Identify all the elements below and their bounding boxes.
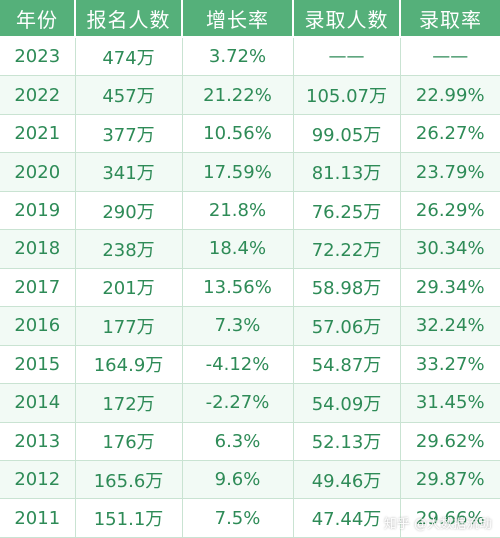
admission-rate-cell: 30.34% [400, 229, 500, 269]
admitted-cell: 54.09万 [293, 383, 401, 423]
year-cell: 2021 [0, 114, 76, 154]
growth-rate-cell: 18.4% [182, 229, 294, 269]
year-cell: 2014 [0, 383, 76, 423]
admission-rate-cell: 23.79% [400, 152, 500, 192]
table-row: 2022 457万 21.22% 105.07万 22.99% [0, 75, 500, 115]
applicants-cell: 474万 [75, 37, 183, 77]
growth-rate-cell: 3.72% [182, 37, 294, 77]
applicants-cell: 176万 [75, 422, 183, 461]
header-growth-rate: 增长率 [182, 0, 294, 38]
growth-rate-cell: -2.27% [182, 383, 294, 423]
table-row: 2016 177万 7.3% 57.06万 32.24% [0, 306, 500, 346]
growth-rate-cell: -4.12% [182, 345, 294, 385]
admitted-cell: 52.13万 [293, 422, 401, 461]
growth-rate-cell: 7.5% [182, 498, 294, 538]
admission-rate-cell: 29.62% [400, 422, 500, 461]
year-cell: 2020 [0, 152, 76, 192]
growth-rate-cell: 9.6% [182, 460, 294, 500]
admission-rate-cell: 26.29% [400, 191, 500, 231]
header-applicants: 报名人数 [75, 0, 183, 38]
table-row: 2014 172万 -2.27% 54.09万 31.45% [0, 383, 500, 423]
year-cell: 2018 [0, 229, 76, 269]
year-cell: 2022 [0, 75, 76, 115]
admitted-cell: 58.98万 [293, 268, 401, 308]
admitted-cell: 81.13万 [293, 152, 401, 192]
table-row: 2017 201万 13.56% 58.98万 29.34% [0, 268, 500, 308]
growth-rate-cell: 21.8% [182, 191, 294, 231]
admission-rate-cell: 29.34% [400, 268, 500, 308]
header-admission-rate: 录取率 [400, 0, 500, 38]
applicants-cell: 290万 [75, 191, 183, 231]
growth-rate-cell: 10.56% [182, 114, 294, 154]
admission-rate-cell: 33.27% [400, 345, 500, 385]
admission-rate-cell: —— [400, 37, 500, 77]
admitted-cell: 76.25万 [293, 191, 401, 231]
table-row: 2015 164.9万 -4.12% 54.87万 33.27% [0, 345, 500, 385]
table-row: 2019 290万 21.8% 76.25万 26.29% [0, 191, 500, 231]
table-row: 2011 151.1万 7.5% 47.44万 29.66% [0, 498, 500, 538]
growth-rate-cell: 6.3% [182, 422, 294, 461]
year-cell: 2019 [0, 191, 76, 231]
growth-rate-cell: 17.59% [182, 152, 294, 192]
admission-rate-cell: 26.27% [400, 114, 500, 154]
admitted-cell: 49.46万 [293, 460, 401, 500]
table-header: 年份 报名人数 增长率 录取人数 录取率 [0, 0, 500, 38]
admission-rate-cell: 29.66% [400, 498, 500, 538]
table-body: 2023 474万 3.72% —— —— 2022 457万 21.22% 105.07万 22… [0, 37, 500, 538]
applicants-cell: 341万 [75, 152, 183, 192]
year-cell: 2015 [0, 345, 76, 385]
applicants-cell: 151.1万 [75, 498, 183, 538]
growth-rate-cell: 13.56% [182, 268, 294, 308]
year-cell: 2023 [0, 37, 76, 77]
admission-rate-cell: 22.99% [400, 75, 500, 115]
applicants-cell: 377万 [75, 114, 183, 154]
table-row: 2021 377万 10.56% 99.05万 26.27% [0, 114, 500, 154]
applicants-cell: 164.9万 [75, 345, 183, 385]
applicants-cell: 238万 [75, 229, 183, 269]
table-row: 2013 176万 6.3% 52.13万 29.62% [0, 422, 500, 461]
applicants-cell: 457万 [75, 75, 183, 115]
applicants-cell: 177万 [75, 306, 183, 346]
table-row: 2018 238万 18.4% 72.22万 30.34% [0, 229, 500, 269]
admitted-cell: 105.07万 [293, 75, 401, 115]
applicants-cell: 201万 [75, 268, 183, 308]
admitted-cell: —— [293, 37, 401, 77]
year-cell: 2011 [0, 498, 76, 538]
admitted-cell: 54.87万 [293, 345, 401, 385]
table-row: 2020 341万 17.59% 81.13万 23.79% [0, 152, 500, 192]
admission-rate-cell: 32.24% [400, 306, 500, 346]
header-admitted: 录取人数 [293, 0, 401, 38]
applicants-cell: 172万 [75, 383, 183, 423]
header-year: 年份 [0, 0, 76, 38]
admission-rate-cell: 31.45% [400, 383, 500, 423]
header-row: 年份 报名人数 增长率 录取人数 录取率 [0, 0, 500, 38]
year-cell: 2013 [0, 422, 76, 461]
admission-rate-cell: 29.87% [400, 460, 500, 500]
year-cell: 2016 [0, 306, 76, 346]
admitted-cell: 72.22万 [293, 229, 401, 269]
year-cell: 2012 [0, 460, 76, 500]
admitted-cell: 99.05万 [293, 114, 401, 154]
year-cell: 2017 [0, 268, 76, 308]
admitted-cell: 47.44万 [293, 498, 401, 538]
growth-rate-cell: 21.22% [182, 75, 294, 115]
table-row: 2023 474万 3.72% —— —— [0, 37, 500, 77]
table-row: 2012 165.6万 9.6% 49.46万 29.87% [0, 460, 500, 500]
growth-rate-cell: 7.3% [182, 306, 294, 346]
admitted-cell: 57.06万 [293, 306, 401, 346]
applicants-cell: 165.6万 [75, 460, 183, 500]
